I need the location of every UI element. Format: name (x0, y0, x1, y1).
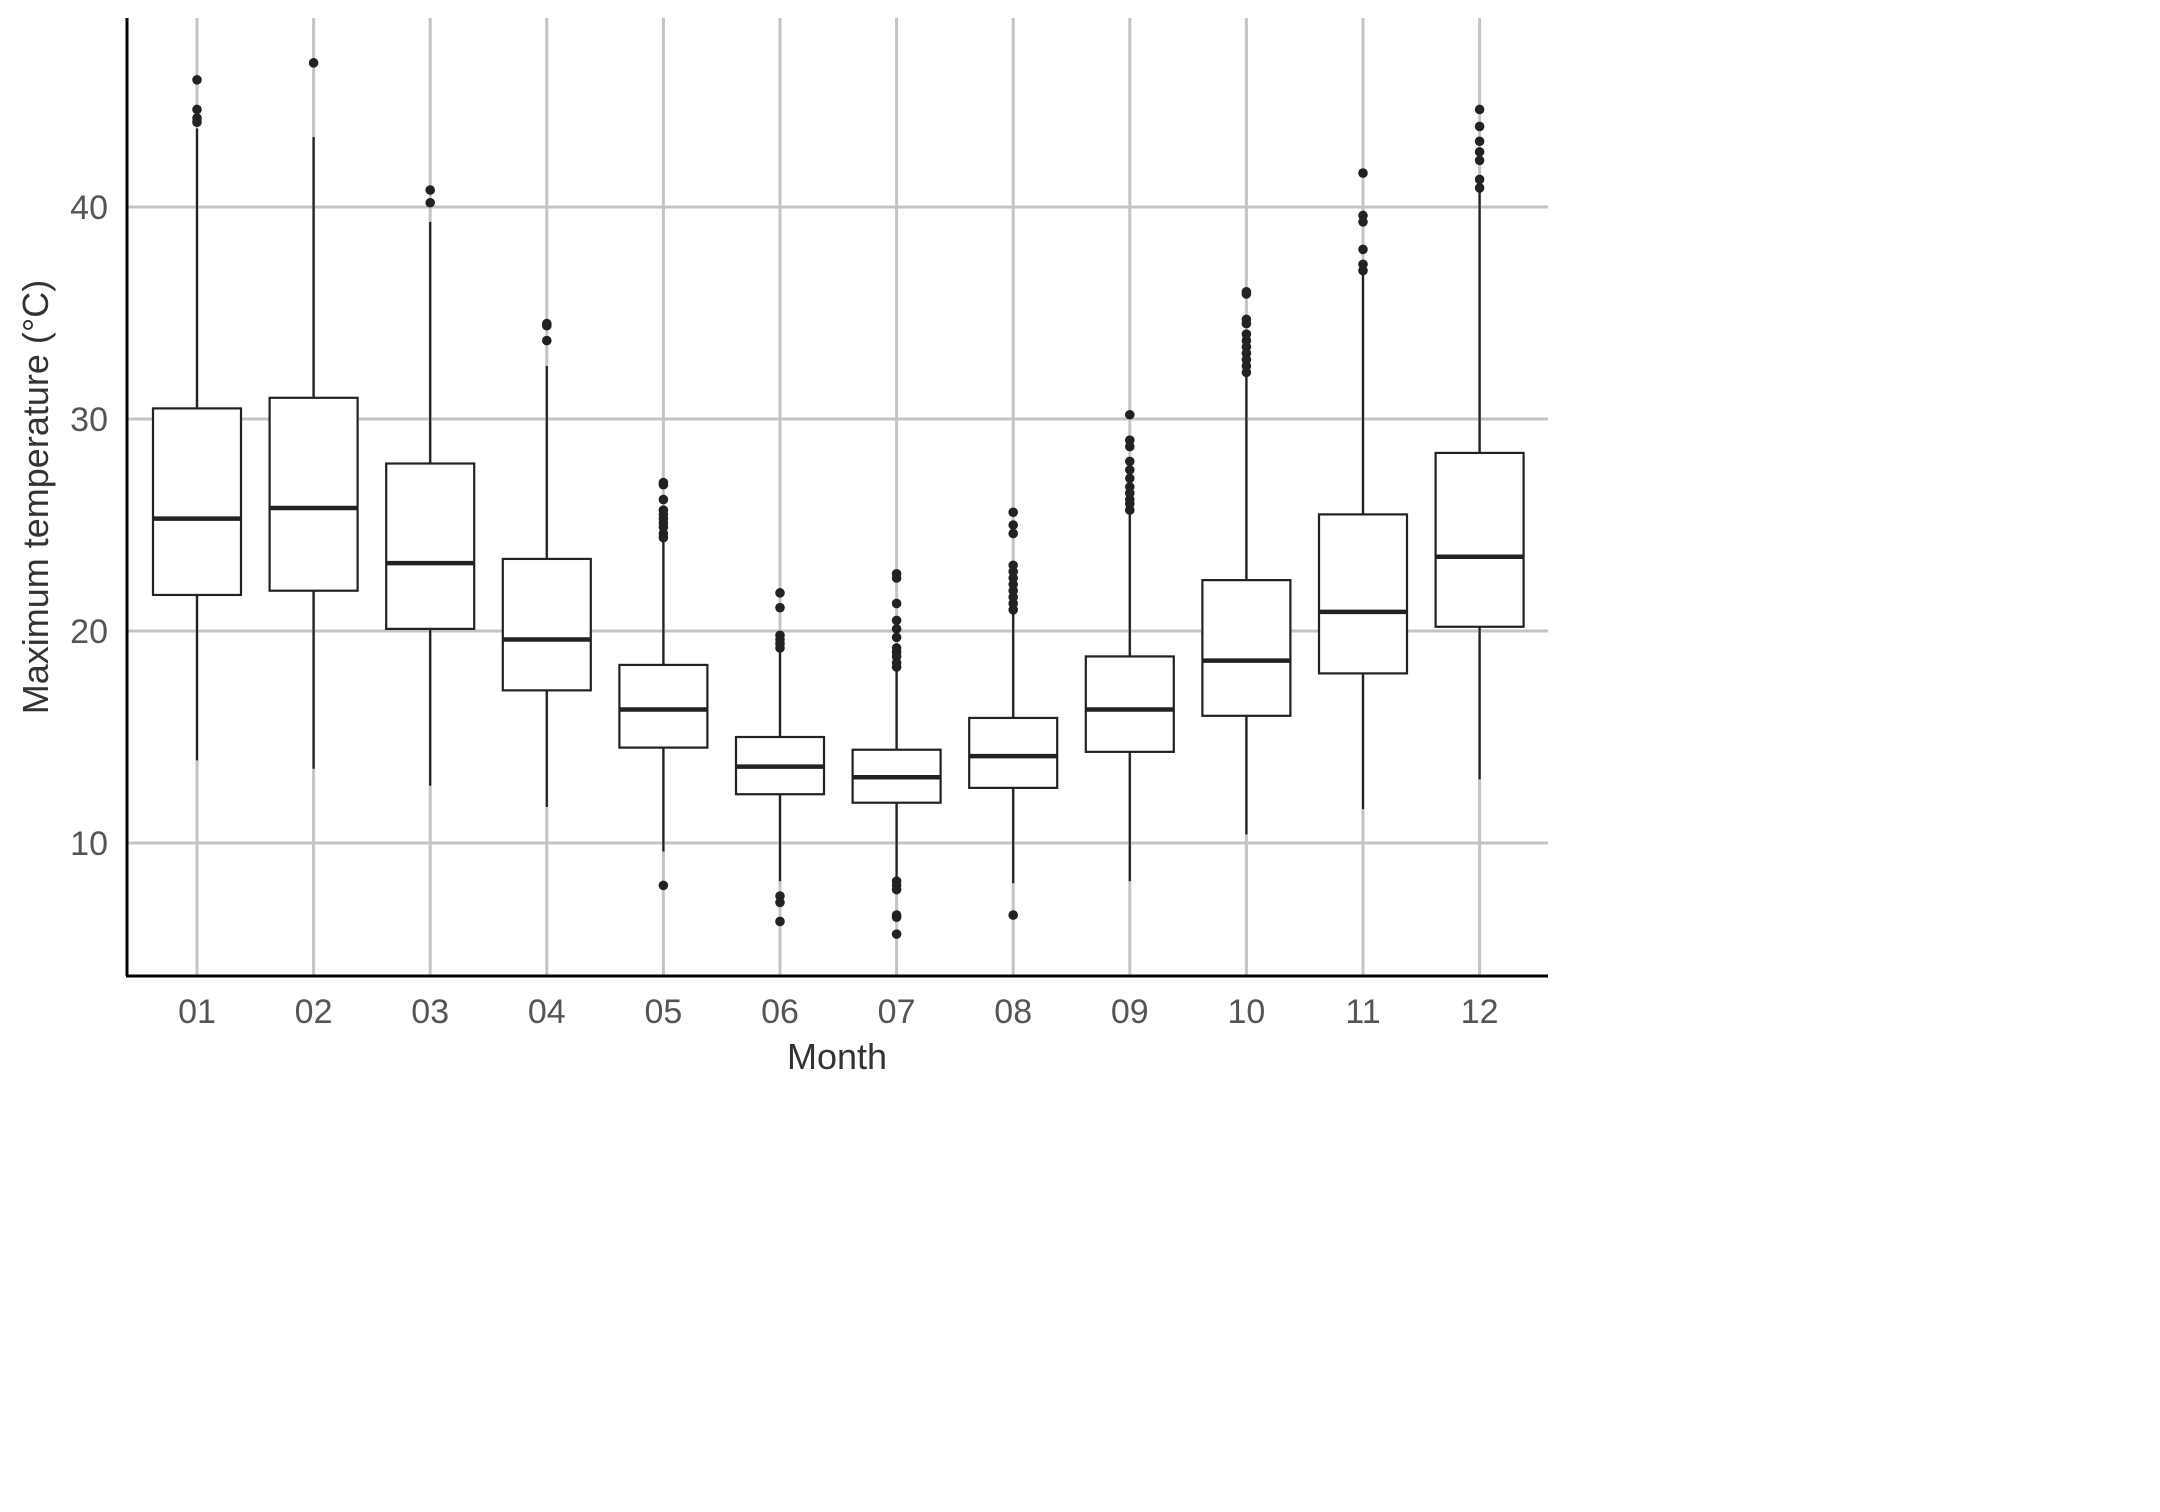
box-month-12 (1434, 104, 1525, 780)
outlier-point (891, 624, 902, 634)
y-tick-label: 40 (70, 189, 108, 227)
outlier-point (1241, 329, 1252, 340)
outlier-point (1474, 147, 1485, 157)
y-tick-label: 20 (70, 613, 108, 651)
outlier-point (1358, 259, 1368, 270)
box-month-11 (1317, 168, 1409, 810)
box-month-06 (734, 588, 826, 927)
x-tick-label: 02 (295, 993, 333, 1031)
axes (125, 18, 1548, 978)
box-month-02 (268, 58, 359, 769)
box-month-09 (1084, 409, 1175, 882)
outlier-point (1358, 244, 1368, 255)
outlier-point (891, 929, 902, 939)
outlier-point (775, 916, 785, 927)
outlier-point (775, 588, 785, 598)
box-month-04 (501, 318, 592, 807)
x-tick-label: 04 (528, 993, 566, 1031)
outlier-point (1125, 435, 1135, 446)
x-tick-label: 12 (1461, 993, 1499, 1031)
y-tick-label: 10 (70, 825, 108, 863)
outlier-point (775, 630, 785, 641)
outlier-point (1125, 456, 1135, 467)
outlier-point (658, 880, 669, 891)
outlier-point (1241, 314, 1252, 325)
box-month-08 (968, 507, 1059, 920)
outlier-point (1008, 507, 1018, 518)
x-tick-label: 07 (878, 993, 916, 1031)
box-month-03 (385, 185, 476, 786)
y-tick-label: 30 (70, 401, 108, 439)
boxplot-chart: 10 20 30 40 01 02 03 04 05 06 07 08 09 10 11 12 Month M… (15, 18, 1548, 1077)
outlier-point (775, 891, 785, 901)
outlier-point (891, 568, 902, 579)
outlier-point (425, 185, 436, 195)
outlier-point (658, 477, 669, 488)
outlier-point (192, 75, 202, 85)
outlier-point (308, 58, 319, 68)
outlier-point (425, 197, 436, 208)
outlier-point (891, 876, 902, 886)
outlier-point (1008, 528, 1018, 539)
x-axis-title: Month (787, 1036, 887, 1077)
x-tick-label: 03 (411, 993, 449, 1031)
x-tick-label: 05 (644, 993, 682, 1031)
outlier-point (891, 632, 902, 643)
x-tick-label: 11 (1345, 993, 1380, 1031)
x-tick-label: 10 (1227, 993, 1265, 1031)
iqr-box (1317, 513, 1409, 675)
outlier-point (1474, 136, 1485, 147)
box-month-10 (1201, 287, 1292, 835)
outlier-point (1358, 210, 1368, 221)
iqr-box (968, 716, 1059, 789)
outlier-point (1125, 473, 1135, 484)
iqr-box (268, 396, 359, 592)
outlier-point (1008, 910, 1018, 920)
outlier-point (1474, 174, 1485, 185)
iqr-box (1434, 451, 1525, 628)
outlier-point (542, 335, 552, 346)
outlier-point (1241, 287, 1252, 297)
x-tick-label: 01 (178, 993, 216, 1031)
outlier-point (891, 598, 902, 609)
outlier-point (658, 505, 669, 515)
box-plots (151, 58, 1525, 939)
outlier-point (1008, 520, 1018, 530)
outlier-point (1474, 121, 1485, 132)
outlier-point (891, 910, 902, 920)
iqr-box (1201, 579, 1292, 717)
box-month-05 (618, 477, 709, 891)
box-month-07 (851, 568, 942, 939)
outlier-point (192, 104, 202, 115)
outlier-point (775, 602, 785, 613)
tick-labels: 10 20 30 40 01 02 03 04 05 06 07 08 09 10 11 12 (70, 189, 1498, 1031)
iqr-box (151, 407, 243, 597)
outlier-point (1474, 104, 1485, 115)
outlier-point (658, 494, 669, 505)
outlier-point (1125, 465, 1135, 475)
outlier-point (1008, 560, 1018, 571)
x-tick-label: 09 (1111, 993, 1149, 1031)
outlier-point (1125, 482, 1135, 492)
box-month-01 (151, 75, 243, 761)
outlier-point (891, 643, 902, 653)
iqr-box (618, 663, 709, 749)
x-tick-label: 08 (994, 993, 1032, 1031)
outlier-point (1474, 183, 1485, 193)
iqr-box (1084, 655, 1175, 753)
outlier-point (1125, 409, 1135, 420)
outlier-point (1474, 155, 1485, 166)
outlier-point (1358, 168, 1368, 178)
outlier-point (891, 615, 902, 626)
outlier-point (192, 113, 202, 123)
iqr-box (385, 462, 476, 630)
outlier-point (542, 318, 552, 329)
iqr-box (501, 557, 592, 692)
x-tick-label: 06 (761, 993, 799, 1031)
y-axis-title: Maximum temperature (°C) (15, 280, 56, 714)
